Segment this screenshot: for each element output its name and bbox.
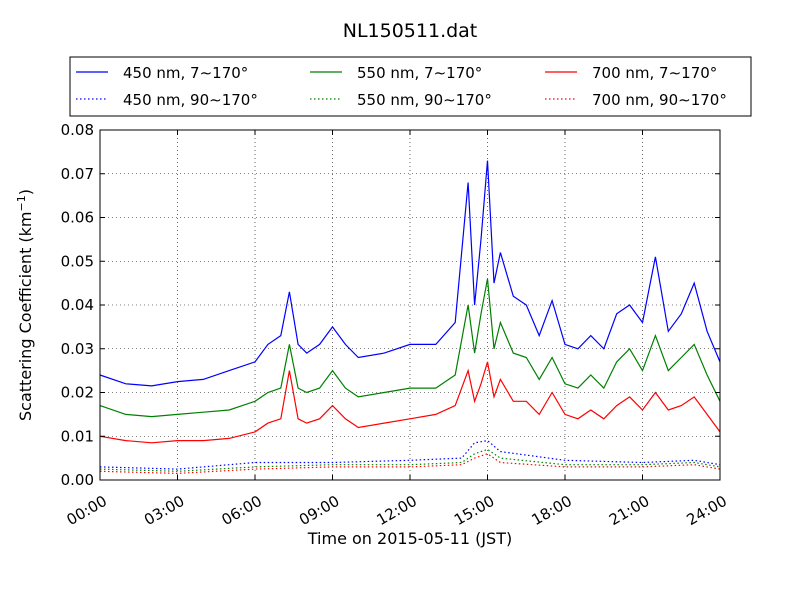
y-tick-label: 0.07: [61, 165, 94, 183]
x-axis-label: Time on 2015-05-11 (JST): [307, 529, 512, 548]
legend-label: 700 nm, 7∼170°: [592, 64, 717, 82]
y-tick-label: 0.00: [61, 471, 94, 489]
series-line-5: [99, 453, 721, 475]
y-tick-label: 0.02: [61, 384, 94, 402]
y-tick-label: 0.04: [61, 296, 94, 314]
legend-label: 450 nm, 7∼170°: [123, 64, 248, 82]
y-tick-label: 0.06: [61, 209, 94, 227]
y-tick-label: 0.03: [61, 340, 94, 358]
y-tick-label: 0.05: [61, 252, 94, 270]
y-axis-label-tail: ): [16, 189, 35, 195]
legend: 450 nm, 7∼170° 550 nm, 7∼170° 700 nm, 7∼17…: [69, 56, 752, 117]
series-line-2: [99, 278, 721, 418]
legend-label: 550 nm, 7∼170°: [357, 64, 482, 82]
series-lines: [99, 160, 721, 475]
legend-label: 700 nm, 90∼170°: [592, 91, 727, 109]
y-axis-label-sup: −1: [15, 195, 28, 211]
y-tick-label: 0.01: [61, 427, 94, 445]
y-tick-label: 0.08: [61, 121, 94, 139]
grid-lines: [100, 130, 720, 480]
series-line-0: [99, 160, 721, 387]
y-axis-label-main: Scattering Coefficient (km: [16, 211, 35, 421]
series-line-3: [99, 448, 721, 472]
legend-box: [69, 56, 752, 117]
series-line-4: [99, 361, 721, 444]
legend-label: 550 nm, 90∼170°: [357, 91, 492, 109]
chart-title: NL150511.dat: [343, 20, 478, 42]
legend-label: 450 nm, 90∼170°: [123, 91, 258, 109]
y-axis-label: Scattering Coefficient (km−1): [15, 189, 36, 421]
